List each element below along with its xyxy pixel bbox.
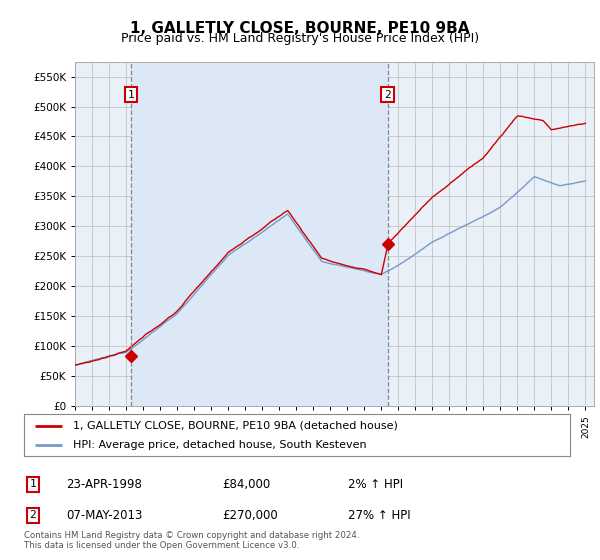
Text: 2: 2: [384, 90, 391, 100]
Bar: [131, 62, 388, 406]
Text: 1, GALLETLY CLOSE, BOURNE, PE10 9BA (detached house): 1, GALLETLY CLOSE, BOURNE, PE10 9BA (det…: [73, 421, 398, 431]
Text: 2: 2: [29, 510, 37, 520]
Text: 1: 1: [128, 90, 134, 100]
Text: Price paid vs. HM Land Registry's House Price Index (HPI): Price paid vs. HM Land Registry's House …: [121, 32, 479, 45]
Text: 2% ↑ HPI: 2% ↑ HPI: [348, 478, 403, 491]
Text: HPI: Average price, detached house, South Kesteven: HPI: Average price, detached house, Sout…: [73, 440, 367, 450]
Text: 1: 1: [29, 479, 37, 489]
Text: 27% ↑ HPI: 27% ↑ HPI: [348, 508, 410, 522]
Text: £270,000: £270,000: [222, 508, 278, 522]
Text: £84,000: £84,000: [222, 478, 270, 491]
Text: 07-MAY-2013: 07-MAY-2013: [66, 508, 142, 522]
Text: 1, GALLETLY CLOSE, BOURNE, PE10 9BA: 1, GALLETLY CLOSE, BOURNE, PE10 9BA: [130, 21, 470, 36]
Text: 23-APR-1998: 23-APR-1998: [66, 478, 142, 491]
Text: Contains HM Land Registry data © Crown copyright and database right 2024.
This d: Contains HM Land Registry data © Crown c…: [24, 530, 359, 550]
